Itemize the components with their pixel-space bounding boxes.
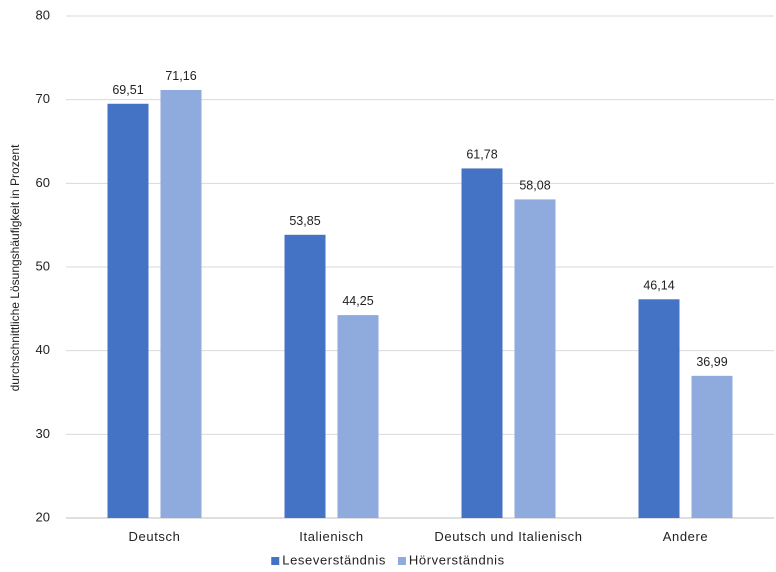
bar-lese-3 [638,299,680,518]
y-tick-label-60: 60 [36,175,50,190]
legend-label-0: Leseverständnis [282,552,386,567]
bar-lese-2 [461,168,503,518]
data-label-0-3: 46,14 [643,278,674,292]
legend-label-1: Hörverständnis [409,552,505,567]
bar-lese-1 [284,234,326,518]
x-category-label-1: Italienisch [299,529,363,544]
data-label-1-2: 58,08 [519,178,550,192]
legend: Leseverständnis Hörverständnis [271,552,505,567]
x-category-label-2: Deutsch und Italienisch [434,529,582,544]
y-tick-label-30: 30 [36,426,50,441]
legend-item-1: Hörverständnis [397,552,505,567]
bar-hoer-3 [691,375,733,518]
data-label-0-2: 61,78 [466,147,497,161]
data-label-1-1: 44,25 [342,294,373,308]
legend-swatch-0 [271,557,280,565]
bar-lese-0 [107,103,149,519]
legend-swatch-1 [397,557,406,565]
bar-hoer-1 [337,315,379,518]
y-tick-label-80: 80 [36,7,50,22]
data-label-1-3: 36,99 [696,355,727,369]
legend-item-0: Leseverständnis [271,552,386,567]
y-tick-label-20: 20 [36,509,50,524]
y-axis-ticks: 20 30 40 50 60 70 80 [36,7,50,524]
data-label-1-0: 71,16 [165,69,196,83]
x-axis-categories: Deutsch Italienisch Deutsch und Italienisc… [129,529,709,544]
data-label-0-1: 53,85 [289,214,320,228]
y-axis-title: durchschnittliche Lösungshäufigkeit in P… [8,144,22,391]
x-category-label-3: Andere [663,529,709,544]
y-tick-label-50: 50 [36,258,50,273]
data-labels: 69,51 71,16 53,85 44,25 61,78 58,08 46,14 36,99 [112,69,727,369]
bar-hoer-0 [160,89,202,518]
bar-hoer-2 [514,199,556,518]
y-tick-label-40: 40 [36,342,50,357]
x-category-label-0: Deutsch [129,529,181,544]
y-tick-label-70: 70 [36,91,50,106]
data-label-0-0: 69,51 [112,83,143,97]
bars [107,89,733,519]
